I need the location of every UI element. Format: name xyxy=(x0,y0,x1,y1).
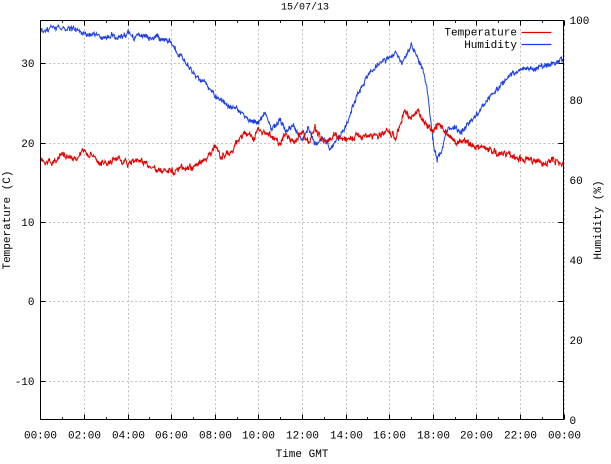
svg-text:02:00: 02:00 xyxy=(68,431,101,443)
svg-text:-10: -10 xyxy=(15,377,35,389)
svg-text:20:00: 20:00 xyxy=(460,431,493,443)
svg-text:04:00: 04:00 xyxy=(112,431,145,443)
svg-text:30: 30 xyxy=(21,59,34,71)
svg-text:22:00: 22:00 xyxy=(504,431,537,443)
svg-text:10:00: 10:00 xyxy=(242,431,275,443)
svg-text:0: 0 xyxy=(28,297,35,309)
svg-text:20: 20 xyxy=(570,336,583,348)
svg-text:14:00: 14:00 xyxy=(330,431,363,443)
svg-text:Temperature: Temperature xyxy=(444,28,517,40)
svg-text:15/07/13: 15/07/13 xyxy=(281,2,329,14)
svg-text:Humidity (%): Humidity (%) xyxy=(593,180,605,259)
svg-text:40: 40 xyxy=(570,256,583,268)
svg-text:16:00: 16:00 xyxy=(373,431,406,443)
svg-text:Temperature (C): Temperature (C) xyxy=(2,170,14,269)
svg-text:06:00: 06:00 xyxy=(155,431,188,443)
svg-text:12:00: 12:00 xyxy=(286,431,319,443)
svg-text:00:00: 00:00 xyxy=(548,431,581,443)
svg-text:100: 100 xyxy=(570,16,590,28)
svg-text:00:00: 00:00 xyxy=(24,431,57,443)
svg-text:20: 20 xyxy=(21,139,34,151)
svg-text:10: 10 xyxy=(21,218,34,230)
svg-text:60: 60 xyxy=(570,176,583,188)
svg-text:0: 0 xyxy=(570,416,577,428)
svg-text:18:00: 18:00 xyxy=(417,431,450,443)
svg-text:80: 80 xyxy=(570,96,583,108)
svg-text:Time GMT: Time GMT xyxy=(276,449,329,459)
svg-text:08:00: 08:00 xyxy=(199,431,232,443)
svg-text:Humidity: Humidity xyxy=(464,40,517,52)
